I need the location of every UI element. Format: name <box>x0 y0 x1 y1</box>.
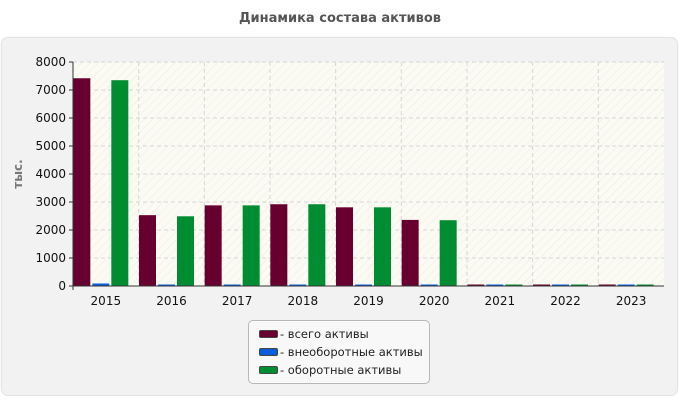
bar-noncurrent <box>617 284 635 286</box>
bars-layer <box>73 78 654 287</box>
y-tick-label: 8000 <box>35 55 66 69</box>
bar-noncurrent <box>552 284 569 286</box>
bar-current <box>636 284 654 286</box>
axes-layer <box>69 61 664 290</box>
y-axis-label: тыс. <box>11 159 25 188</box>
legend-label-current: - оборотные активы <box>280 363 402 377</box>
x-tick-label: 2020 <box>419 294 450 308</box>
bar-noncurrent <box>355 284 372 286</box>
bar-total <box>598 284 616 286</box>
y-tick-label: 1000 <box>35 251 66 265</box>
bar-total <box>73 78 91 287</box>
bar-total <box>401 219 419 286</box>
x-tick-label: 2023 <box>616 294 647 308</box>
grid-layer <box>73 61 664 286</box>
bar-noncurrent <box>486 284 504 286</box>
legend-swatch-current <box>259 366 278 374</box>
legend: - всего активы - внеоборотные активы - о… <box>248 320 430 384</box>
bar-total <box>204 205 222 286</box>
bar-total <box>336 207 353 286</box>
bar-current <box>505 284 523 286</box>
bar-current <box>374 207 391 286</box>
y-tick-label: 6000 <box>35 111 66 125</box>
x-tick-label: 2018 <box>288 294 319 308</box>
bar-current <box>439 220 457 286</box>
y-tick-label: 0 <box>58 279 66 293</box>
bar-total <box>270 204 288 286</box>
bar-current <box>308 204 326 286</box>
x-tick-label: 2022 <box>550 294 581 308</box>
bar-noncurrent <box>158 284 175 286</box>
bar-total <box>139 215 156 286</box>
x-tick-label: 2015 <box>91 294 122 308</box>
y-tick-label: 7000 <box>35 83 66 97</box>
legend-item-total: - всего активы <box>259 326 369 342</box>
x-tick-label: 2016 <box>156 294 187 308</box>
bar-current <box>242 205 260 286</box>
y-tick-label: 4000 <box>35 167 66 181</box>
x-tick-label: 2021 <box>485 294 516 308</box>
bar-noncurrent <box>420 284 438 286</box>
legend-label-total: - всего активы <box>280 327 369 341</box>
legend-label-noncurrent: - внеоборотные активы <box>280 345 423 359</box>
x-tick-label: 2017 <box>222 294 253 308</box>
bar-noncurrent <box>289 284 307 286</box>
labels-layer: 0 1000 2000 3000 4000 5000 6000 7000 8000 2015 201… <box>35 55 646 308</box>
x-tick-label: 2019 <box>353 294 384 308</box>
y-tick-label: 2000 <box>35 223 66 237</box>
bar-noncurrent <box>223 284 241 286</box>
bar-current <box>111 80 129 286</box>
bar-current <box>177 216 194 286</box>
y-tick-label: 3000 <box>35 195 66 209</box>
legend-item-noncurrent: - внеоборотные активы <box>259 344 423 360</box>
bar-total <box>467 284 485 286</box>
y-tick-label: 5000 <box>35 139 66 153</box>
bar-current <box>571 284 588 286</box>
legend-item-current: - оборотные активы <box>259 362 401 378</box>
bar-noncurrent <box>92 283 110 286</box>
legend-swatch-noncurrent <box>259 348 278 356</box>
legend-swatch-total <box>259 330 278 338</box>
chart-title: Динамика состава активов <box>238 11 442 26</box>
bar-total <box>533 284 550 286</box>
